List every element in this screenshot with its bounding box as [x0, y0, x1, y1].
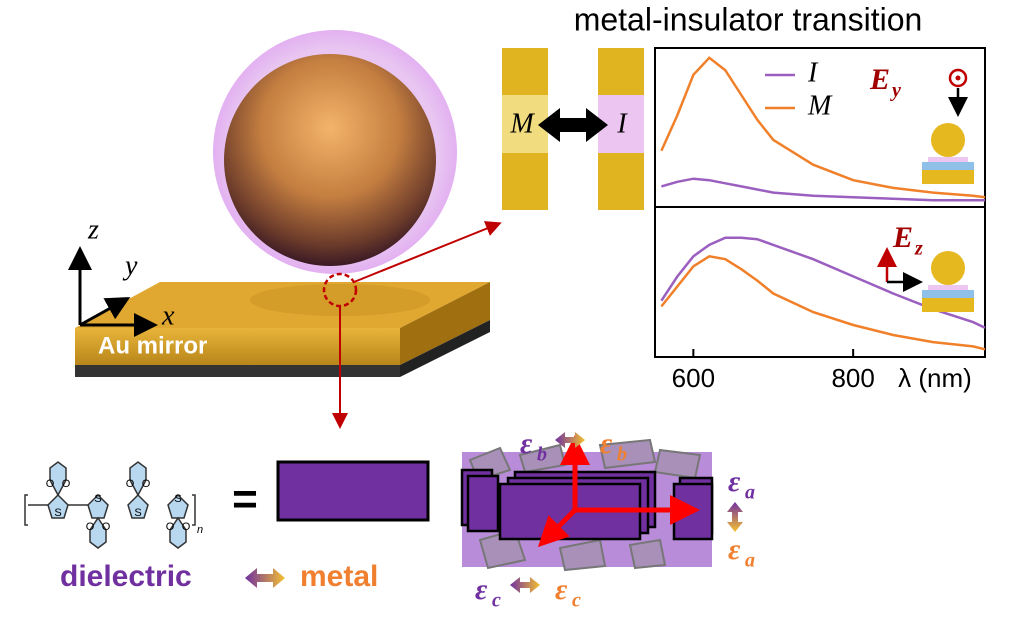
swap-arrow — [510, 577, 540, 593]
epsilon-sub: c — [492, 590, 501, 612]
polymer-block — [276, 460, 430, 522]
field-out — [948, 68, 968, 88]
arrow — [353, 221, 502, 283]
atom: O — [62, 478, 71, 490]
icon-gap — [928, 157, 968, 162]
field-out — [955, 75, 961, 81]
epsilon: ε — [520, 427, 533, 460]
substrate-side — [400, 320, 490, 377]
epsilon: ε — [555, 573, 568, 606]
sphere — [224, 54, 436, 266]
atom: S — [54, 507, 61, 519]
mirror-label: Au mirror — [98, 332, 207, 359]
atom: O — [126, 478, 135, 490]
atom: S — [134, 507, 141, 519]
icon-spacer — [922, 290, 974, 298]
series-line — [661, 177, 985, 202]
epsilon-sub: c — [572, 590, 581, 612]
field-label: E — [869, 63, 890, 96]
series-line — [660, 56, 986, 199]
mirror-front — [75, 328, 400, 365]
epsilon: ε — [728, 465, 741, 498]
axis-label: x — [161, 300, 175, 331]
chart-frame — [654, 47, 986, 358]
legend-label: M — [807, 90, 833, 121]
axis-label: y — [122, 250, 138, 281]
icon-sphere — [931, 123, 965, 157]
x-tick-label: 600 — [672, 363, 715, 393]
crystal-axes — [537, 435, 700, 548]
swap-arrow — [727, 502, 743, 532]
atom: O — [102, 521, 111, 533]
epsilon: ε — [728, 533, 741, 566]
epsilon: ε — [600, 427, 613, 460]
atom: O — [182, 521, 191, 533]
atom: S — [174, 493, 181, 505]
icon-mirror — [922, 170, 974, 184]
atom: S — [94, 493, 101, 505]
substrate — [75, 365, 400, 377]
legend-label: I — [807, 57, 819, 88]
atoms: S S S S O O O O O O O O n — [46, 478, 203, 536]
atom: O — [86, 521, 95, 533]
epsilon-sub: a — [745, 482, 755, 504]
double-arrow — [538, 108, 608, 142]
field-label: E — [892, 221, 913, 254]
mirror-shadow — [250, 284, 430, 316]
icon-sphere — [931, 251, 965, 285]
atom: O — [46, 478, 55, 490]
epsilon: ε — [475, 573, 488, 606]
atom: O — [142, 478, 151, 490]
atom: O — [166, 521, 175, 533]
repeat-label: n — [197, 524, 203, 536]
epsilon-sub: b — [537, 444, 547, 466]
swap-arrow — [245, 568, 285, 588]
equals: = — [232, 475, 258, 524]
epsilon-sub: b — [617, 444, 627, 466]
swap-arrow — [555, 432, 585, 448]
epsilon-sub: a — [745, 550, 755, 572]
icon-mirror — [922, 298, 974, 312]
x-tick-label: 800 — [831, 363, 874, 393]
chart: IM E y 600 800 λ (nm) E z — [660, 56, 986, 393]
molecule — [24, 461, 196, 549]
gap-label: M — [509, 108, 535, 139]
field-sub: z — [914, 238, 923, 260]
mirror-side — [400, 282, 490, 365]
icon-spacer — [922, 162, 974, 170]
series-line — [660, 254, 986, 351]
x-axis-label: λ (nm) — [898, 363, 972, 393]
title: metal-insulator transition — [574, 1, 923, 37]
metal-label: metal — [300, 560, 378, 593]
icon-gap — [928, 285, 968, 290]
dielectric-label: dielectric — [60, 560, 192, 593]
gap-label: I — [616, 108, 628, 139]
axis-label: z — [87, 214, 99, 245]
axis-arrow — [79, 297, 131, 327]
field-sub: y — [890, 80, 901, 102]
